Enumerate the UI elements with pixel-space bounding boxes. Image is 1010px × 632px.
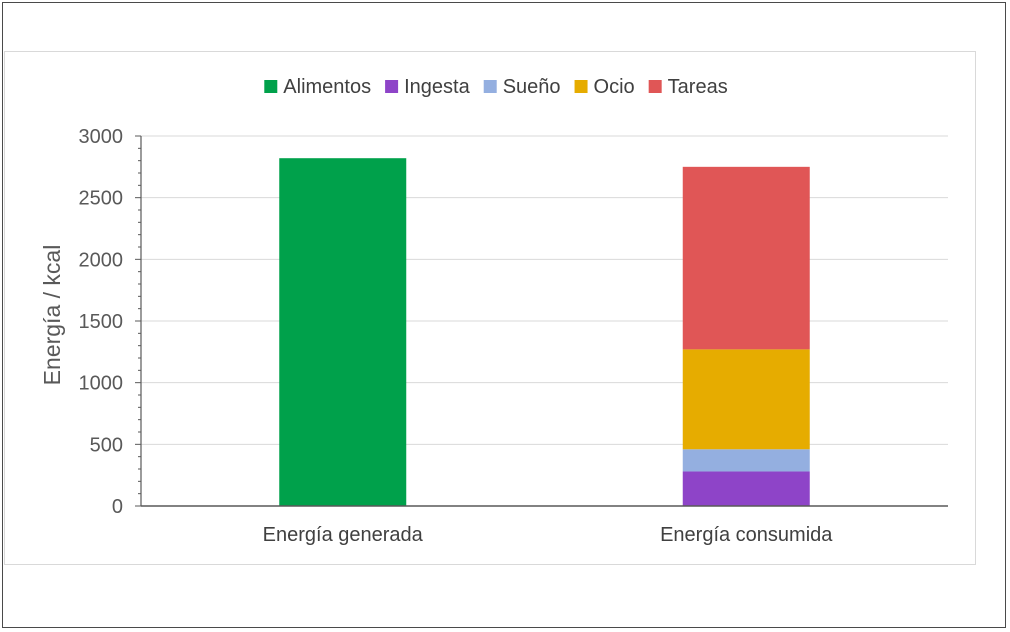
axes (135, 135, 948, 507)
chart-area (4, 51, 976, 565)
legend-item: Alimentos (264, 76, 371, 98)
bar-segment-ocio (682, 349, 810, 450)
y-tick-label: 0 (112, 496, 123, 518)
legend-swatch (483, 80, 497, 93)
legend-item: Sueño (483, 76, 561, 98)
bar-segment-ingesta (682, 471, 810, 506)
legend-swatch (574, 80, 588, 93)
legend-label: Alimentos (283, 76, 371, 98)
legend-item: Tareas (648, 76, 728, 98)
legend-swatch (385, 80, 399, 93)
legend-swatch (648, 80, 662, 93)
gridlines (141, 135, 948, 445)
legend-label: Ocio (594, 76, 635, 98)
bar-segment-tareas (682, 166, 810, 350)
y-tick-labels: 0 500 1000 1500 2000 2500 3000 (79, 126, 124, 518)
bar-segment-alimentos (279, 158, 407, 506)
x-category-label: Energía generada (263, 524, 424, 546)
bar-segment-sueño (682, 449, 810, 472)
legend-swatch (264, 80, 278, 93)
y-axis-title: Energía / kcal (39, 245, 65, 386)
legend-item: Ocio (574, 76, 635, 98)
legend-label: Sueño (503, 76, 561, 98)
legend: Alimentos Ingesta Sueño Ocio Tareas (264, 76, 728, 98)
x-category-labels: Energía generada Energía consumida (263, 524, 834, 546)
legend-item: Ingesta (385, 76, 471, 98)
y-tick-label: 500 (90, 434, 123, 456)
y-tick-label: 1000 (79, 373, 124, 395)
y-tick-label: 1500 (79, 311, 124, 333)
bars (279, 158, 810, 506)
legend-label: Tareas (668, 76, 728, 98)
y-tick-label: 2000 (79, 249, 124, 271)
x-category-label: Energía consumida (660, 524, 833, 546)
legend-label: Ingesta (404, 76, 470, 98)
y-tick-label: 2500 (79, 188, 124, 210)
y-tick-label: 3000 (79, 126, 124, 148)
